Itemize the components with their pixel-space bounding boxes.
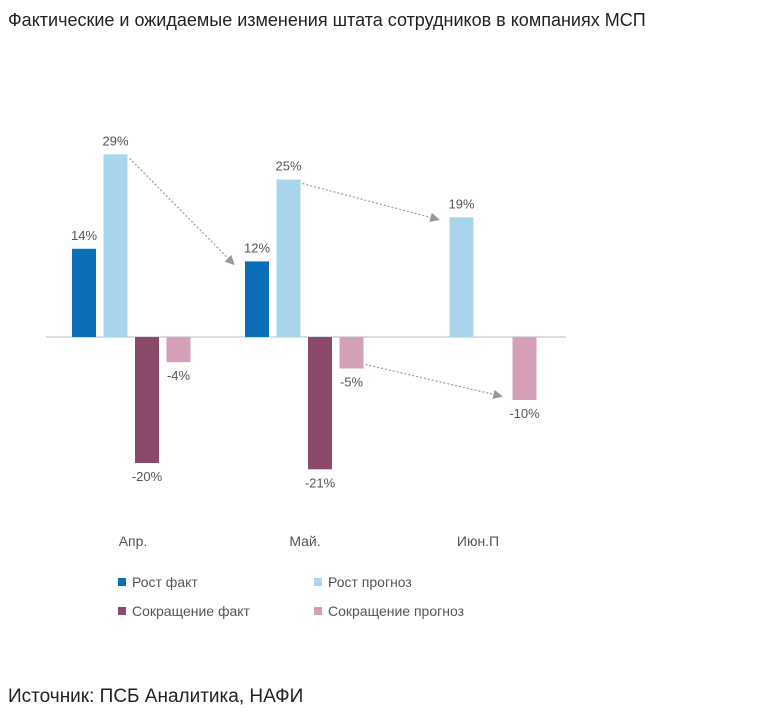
bar-growth-forecast-0 [103,154,128,337]
legend-swatch-growth-forecast [314,578,322,586]
legend-item-growth-fact: Рост факт [118,574,198,590]
chart-title: Фактические и ожидаемые изменения штата … [8,10,646,30]
bar-chart: 14% 12% 29% 25% 19% -20% -21% -4% -5% -10% Апр. Ма… [46,133,566,549]
legend-label-cut-forecast: Сокращение прогноз [328,603,465,619]
arrows-group [129,157,503,400]
data-label-growth-fact-1: 12% [244,240,270,255]
data-label-growth-forecast-2: 19% [448,196,474,211]
bar-growth-fact-0 [72,248,96,337]
bar-cut-fact-0 [135,337,159,463]
data-labels-group: 14% 12% 29% 25% 19% -20% -21% -4% -5% -10% [71,133,540,490]
data-label-growth-forecast-0: 29% [102,133,128,148]
bar-cut-forecast-2 [512,337,537,400]
legend-label-cut-fact: Сокращение факт [132,603,250,619]
data-label-cut-fact-1: -21% [305,475,336,490]
data-label-cut-fact-0: -20% [132,469,163,484]
data-label-cut-forecast-1: -5% [340,375,364,390]
legend-swatch-growth-fact [118,578,126,586]
legend-item-growth-forecast: Рост прогноз [314,574,412,590]
bar-cut-forecast-1 [339,337,364,369]
legend-swatch-cut-forecast [314,607,322,615]
data-label-growth-fact-0: 14% [71,228,97,243]
bar-growth-forecast-2 [449,217,474,337]
data-label-cut-forecast-0: -4% [167,368,191,383]
legend-label-growth-fact: Рост факт [132,574,198,590]
data-label-cut-forecast-2: -10% [509,406,540,421]
legend-label-growth-forecast: Рост прогноз [328,574,412,590]
trend-arrow-0 [129,157,235,266]
trend-arrow-2 [365,363,503,400]
bar-cut-forecast-0 [166,337,191,363]
bars-group [46,154,566,470]
bar-cut-fact-1 [308,337,332,470]
bar-growth-fact-1 [245,261,269,337]
category-label-2: Июн.П [457,533,499,549]
data-label-growth-forecast-1: 25% [275,159,301,174]
category-labels-group: Апр. Май. Июн.П [119,533,499,549]
legend-item-cut-fact: Сокращение факт [118,603,250,619]
legend-item-cut-forecast: Сокращение прогноз [314,603,464,619]
bar-growth-forecast-1 [276,179,301,337]
trend-arrow-1 [302,182,440,223]
category-label-1: Май. [289,533,320,549]
legend-swatch-cut-fact [118,607,126,615]
category-label-0: Апр. [119,533,148,549]
source-note: Источник: ПСБ Аналитика, НАФИ [8,686,304,707]
